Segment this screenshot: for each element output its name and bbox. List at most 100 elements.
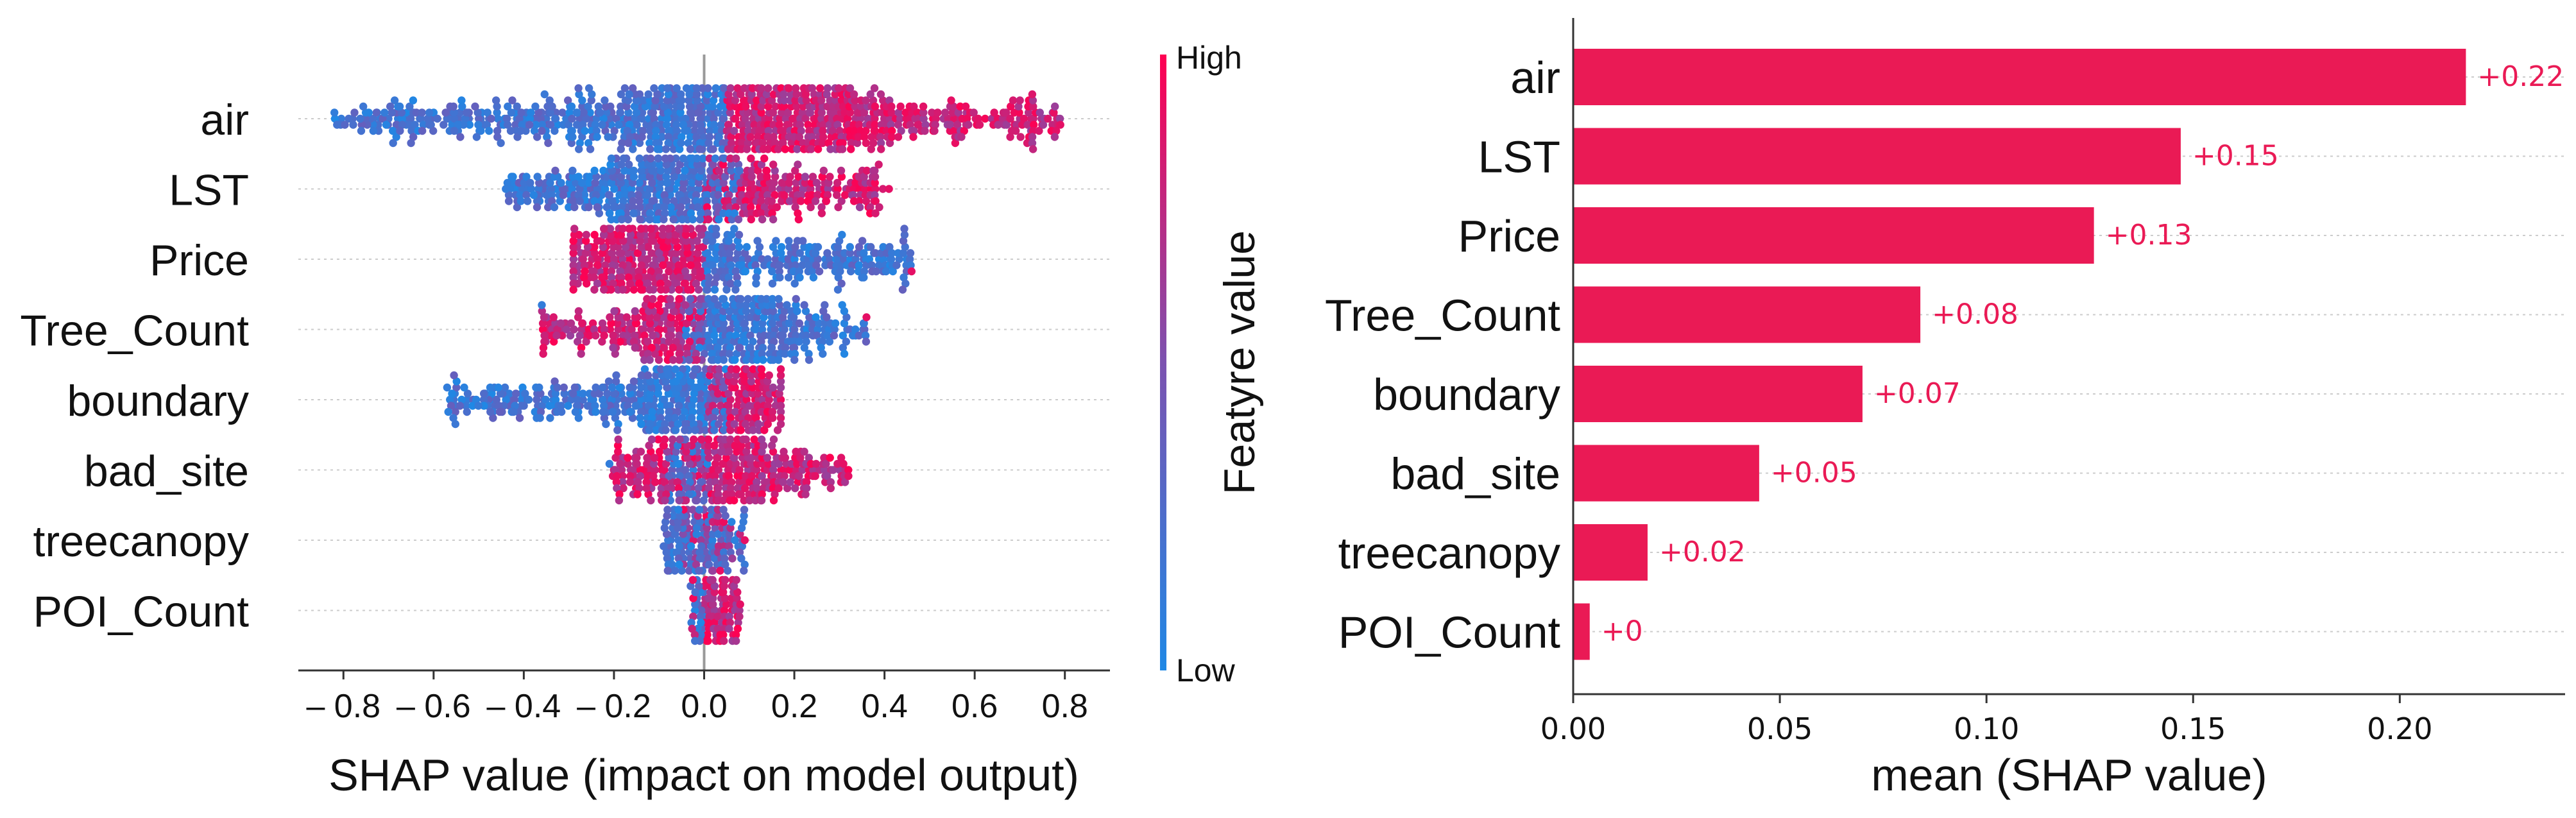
beeswarm-point: [839, 343, 848, 352]
beeswarm-point: [663, 365, 671, 373]
beeswarm-point: [618, 225, 627, 233]
beeswarm-point: [819, 126, 827, 135]
beeswarm-point: [586, 145, 595, 153]
beeswarm-point: [676, 511, 684, 520]
beeswarm-point: [871, 191, 879, 200]
beeswarm-point: [821, 261, 830, 269]
beeswarm-point: [885, 96, 894, 105]
beeswarm-point: [654, 215, 662, 224]
beeswarm-point: [736, 530, 744, 538]
beeswarm-point: [728, 243, 737, 251]
beeswarm-point: [694, 185, 703, 193]
beeswarm-point: [822, 459, 830, 468]
beeswarm-point: [677, 90, 685, 99]
beeswarm-point: [778, 197, 786, 205]
beeswarm-point: [763, 255, 772, 264]
beeswarm-point: [629, 285, 638, 294]
beeswarm-point: [930, 126, 939, 135]
beeswarm-point: [674, 261, 683, 269]
beeswarm-point: [603, 173, 611, 181]
beeswarm-point: [635, 273, 643, 282]
beeswarm-point: [685, 121, 693, 129]
beeswarm-point: [731, 285, 740, 294]
beeswarm-point: [644, 243, 653, 251]
beeswarm-point: [928, 108, 936, 117]
beeswarm-point: [697, 606, 706, 615]
beeswarm-point: [551, 395, 560, 404]
beeswarm-point: [647, 249, 656, 257]
beeswarm-point: [899, 237, 908, 245]
beeswarm-point: [855, 331, 864, 340]
beeswarm-point: [765, 350, 774, 358]
beeswarm-point: [733, 273, 741, 282]
beeswarm-point: [655, 447, 664, 456]
beeswarm-point: [598, 121, 606, 129]
beeswarm-point: [610, 243, 618, 251]
beeswarm-point: [704, 84, 712, 92]
beeswarm-point: [785, 121, 793, 129]
beeswarm-point: [692, 191, 701, 200]
beeswarm-point: [536, 414, 544, 422]
beeswarm-point: [686, 145, 695, 153]
beeswarm-point: [525, 114, 534, 123]
beeswarm-point: [769, 472, 778, 481]
beeswarm-point: [818, 173, 826, 181]
beeswarm-point: [740, 511, 748, 520]
beeswarm-point: [1035, 126, 1043, 135]
beeswarm-point: [857, 114, 865, 123]
beeswarm-point: [837, 454, 846, 462]
beeswarm-point: [650, 84, 658, 92]
beeswarm-point: [860, 108, 869, 117]
beeswarm-point: [608, 249, 617, 257]
beeswarm-point: [682, 325, 690, 334]
beeswarm-point: [790, 355, 799, 364]
beeswarm-point: [648, 197, 656, 205]
beeswarm-point: [662, 530, 671, 538]
feature-label-bad-site: bad_site: [84, 447, 249, 496]
beeswarm-point: [389, 139, 397, 148]
beeswarm-point: [776, 365, 785, 373]
beeswarm-point: [419, 121, 428, 129]
beeswarm-point: [665, 454, 673, 462]
beeswarm-point: [762, 90, 771, 99]
beeswarm-point: [609, 331, 617, 340]
bar-feature-label-treecanopy: treecanopy: [1338, 528, 1560, 578]
beeswarm-point: [606, 230, 615, 239]
beeswarm-point: [527, 185, 536, 193]
beeswarm-point: [697, 230, 706, 239]
beeswarm-point: [674, 420, 682, 429]
beeswarm-point: [676, 203, 685, 212]
beeswarm-point: [579, 389, 587, 398]
beeswarm-point: [646, 389, 654, 398]
beeswarm-point: [550, 203, 559, 212]
beeswarm-point: [644, 490, 653, 498]
beeswarm-point: [644, 90, 653, 99]
beeswarm-point: [588, 90, 596, 99]
beeswarm-point: [757, 209, 765, 217]
beeswarm-point: [674, 225, 683, 233]
beeswarm-point: [874, 261, 883, 269]
x-tick-label: 0.4: [861, 688, 907, 725]
beeswarm-point: [449, 414, 457, 422]
beeswarm-point: [832, 133, 840, 141]
beeswarm-point: [691, 636, 699, 645]
beeswarm-point: [785, 319, 794, 328]
beeswarm-point: [565, 121, 573, 129]
beeswarm-point: [448, 389, 456, 398]
beeswarm-point: [679, 185, 687, 193]
beeswarm-point: [747, 166, 756, 175]
beeswarm-point: [671, 426, 680, 434]
beeswarm-point: [692, 524, 701, 533]
bar-feature-label-bad-site: bad_site: [1390, 449, 1560, 499]
beeswarm-point: [768, 301, 777, 309]
beeswarm-point: [592, 383, 600, 392]
beeswarm-point: [744, 294, 753, 303]
beeswarm-point: [781, 454, 790, 462]
beeswarm-point: [636, 414, 644, 422]
beeswarm-point: [645, 185, 654, 193]
beeswarm-point: [669, 435, 677, 444]
beeswarm-point: [790, 343, 799, 352]
beeswarm-point: [598, 319, 607, 328]
beeswarm-point: [642, 484, 651, 493]
beeswarm-point: [664, 90, 673, 99]
